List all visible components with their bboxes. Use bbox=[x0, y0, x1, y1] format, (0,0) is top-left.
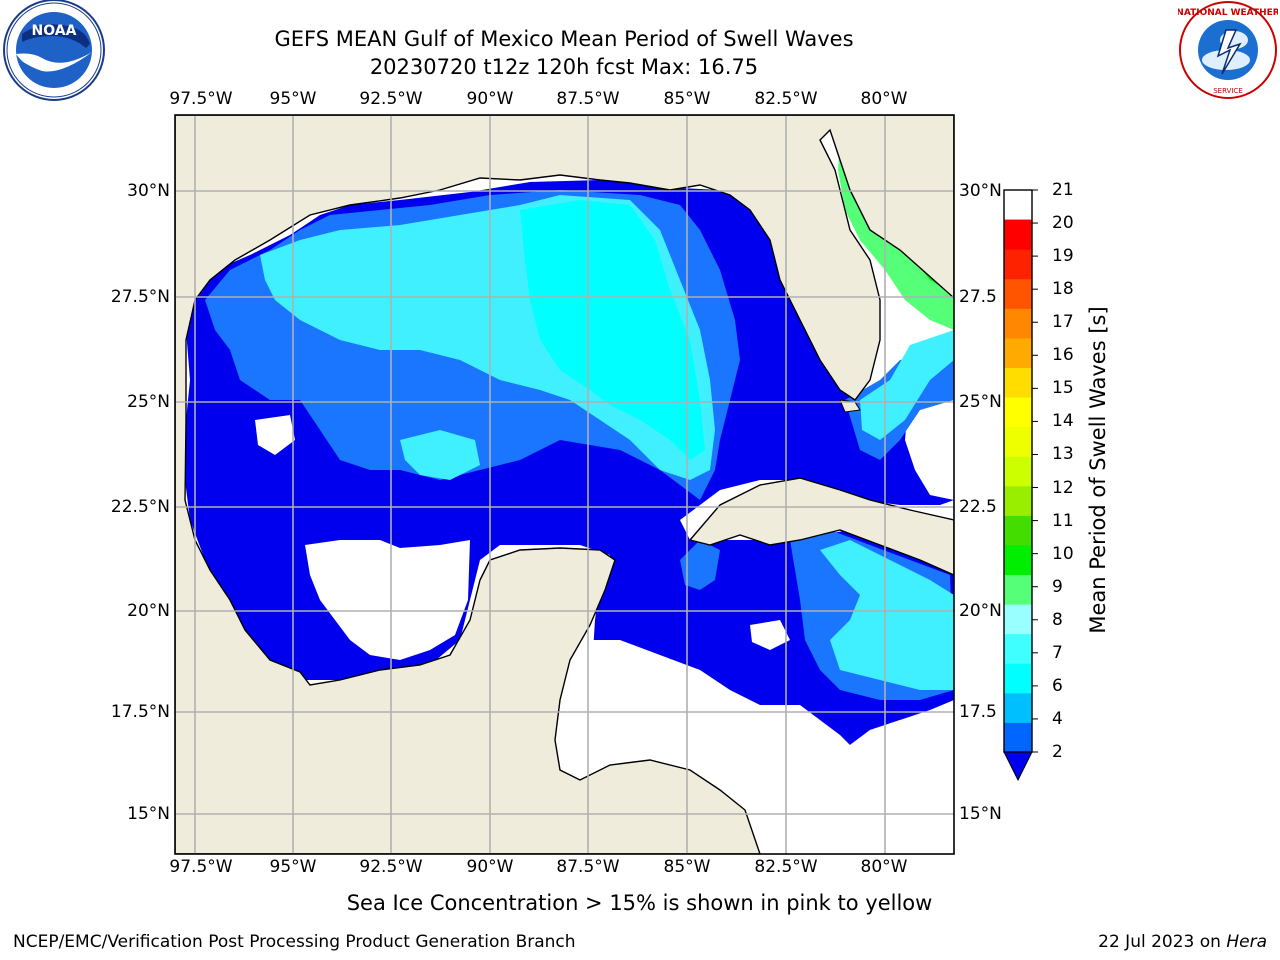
colorbar-tick-label: 9 bbox=[1052, 576, 1063, 597]
lon-label-bottom: 92.5°W bbox=[359, 857, 423, 877]
lat-label-left: 30°N bbox=[127, 181, 170, 201]
lon-label-bottom: 95°W bbox=[269, 857, 317, 877]
lat-label-right: 25°N bbox=[959, 392, 1002, 412]
footer-host: Hera bbox=[1226, 932, 1267, 952]
field-missing bbox=[305, 540, 470, 660]
field-missing bbox=[750, 620, 790, 650]
colorbar-tick-label: 21 bbox=[1052, 180, 1074, 200]
svg-text:NATIONAL WEATHER: NATIONAL WEATHER bbox=[1178, 8, 1278, 18]
lon-label-top: 85°W bbox=[663, 89, 711, 109]
sea-ice-note: Sea Ice Concentration > 15% is shown in … bbox=[346, 891, 933, 915]
lat-label-right: 15°N bbox=[959, 804, 1002, 824]
chart-subtitle: 20230720 t12z 120h fcst Max: 16.75 bbox=[369, 55, 759, 79]
field-missing bbox=[905, 400, 954, 500]
lat-label-left: 27.5°N bbox=[110, 287, 170, 307]
colorbar-segment bbox=[1004, 485, 1032, 516]
map-gridlines bbox=[175, 115, 954, 854]
colorbar-tick-label: 2 bbox=[1052, 742, 1063, 762]
colorbar-segment bbox=[1004, 722, 1032, 753]
colorbar-title: Mean Period of Swell Waves [s] bbox=[1086, 306, 1110, 634]
colorbar-segment bbox=[1004, 574, 1032, 605]
colorbar-segment bbox=[1004, 515, 1032, 546]
colorbar-segment bbox=[1004, 692, 1032, 723]
colorbar-tick-label: 19 bbox=[1052, 246, 1074, 267]
lat-label-left: 20°N bbox=[127, 601, 170, 621]
lon-label-top: 90°W bbox=[466, 89, 514, 109]
lon-label-top: 95°W bbox=[269, 89, 317, 109]
field-6s bbox=[820, 540, 954, 690]
colorbar-segment bbox=[1004, 426, 1032, 457]
lon-label-bottom: 90°W bbox=[466, 857, 514, 877]
colorbar-tick-label: 15 bbox=[1052, 378, 1074, 399]
colorbar bbox=[1003, 189, 1038, 782]
colorbar-outline bbox=[1003, 189, 1033, 753]
land-us-mexico bbox=[175, 115, 954, 854]
colorbar-tick-label: 12 bbox=[1052, 477, 1074, 498]
lat-label-left: 22.5°N bbox=[110, 497, 170, 517]
colorbar-segment bbox=[1004, 604, 1032, 635]
lat-label-right: 17.5 bbox=[959, 702, 997, 722]
colorbar-tick-label: 6 bbox=[1052, 675, 1063, 696]
colorbar-tick-label: 13 bbox=[1052, 444, 1074, 465]
svg-text:SERVICE: SERVICE bbox=[1213, 87, 1243, 95]
lat-label-right: 27.5 bbox=[959, 287, 997, 307]
colorbar-segment bbox=[1004, 456, 1032, 487]
colorbar-segment bbox=[1004, 337, 1032, 368]
colorbar-extend-low bbox=[1003, 751, 1033, 782]
colorbar-segment bbox=[1004, 663, 1032, 694]
footer-credit: NCEP/EMC/Verification Post Processing Pr… bbox=[13, 932, 576, 952]
lon-label-top: 80°W bbox=[860, 89, 908, 109]
colorbar-segment bbox=[1004, 308, 1032, 339]
colorbar-segment bbox=[1004, 397, 1032, 428]
footer-date: 22 Jul 2023 on Hera bbox=[1098, 932, 1267, 952]
footer-date-text: 22 Jul 2023 on bbox=[1098, 932, 1227, 952]
map-frame bbox=[174, 114, 955, 855]
colorbar-segment bbox=[1004, 249, 1032, 280]
field-6s bbox=[400, 430, 480, 480]
colorbar-tick-label: 10 bbox=[1052, 543, 1074, 564]
lat-label-right: 22.5 bbox=[959, 497, 997, 517]
lat-label-left: 17.5°N bbox=[110, 702, 170, 722]
lon-label-top: 97.5°W bbox=[169, 89, 233, 109]
colorbar-tick-label: 17 bbox=[1052, 312, 1074, 333]
lon-label-bottom: 87.5°W bbox=[556, 857, 620, 877]
colorbar-tick-label: 11 bbox=[1052, 510, 1074, 531]
colorbar-tick-label: 8 bbox=[1052, 609, 1063, 630]
colorbar-tick-label: 4 bbox=[1052, 708, 1063, 729]
lat-label-left: 25°N bbox=[127, 392, 170, 412]
field-missing bbox=[255, 415, 295, 455]
colorbar-tick-label: 20 bbox=[1052, 213, 1074, 234]
colorbar-segment bbox=[1004, 219, 1032, 250]
colorbar-tick-label: 7 bbox=[1052, 642, 1063, 663]
field-7s bbox=[520, 200, 705, 460]
noaa-logo: NOAA bbox=[3, 0, 105, 101]
lon-label-bottom: 82.5°W bbox=[754, 857, 818, 877]
colorbar-tick-label: 14 bbox=[1052, 411, 1074, 432]
nws-logo: NATIONAL WEATHER SERVICE bbox=[1178, 1, 1278, 99]
chart-title: GEFS MEAN Gulf of Mexico Mean Period of … bbox=[274, 27, 854, 51]
field-6s bbox=[860, 330, 954, 440]
colorbar-tick-label: 18 bbox=[1052, 279, 1074, 300]
colorbar-tick-label: 16 bbox=[1052, 345, 1074, 366]
lon-label-top: 87.5°W bbox=[556, 89, 620, 109]
field-missing bbox=[560, 640, 954, 854]
lon-label-bottom: 97.5°W bbox=[169, 857, 233, 877]
lon-label-bottom: 80°W bbox=[860, 857, 908, 877]
lat-label-left: 15°N bbox=[127, 804, 170, 824]
lat-label-right: 30°N bbox=[959, 181, 1002, 201]
colorbar-segment bbox=[1004, 278, 1032, 309]
colorbar-segment bbox=[1004, 544, 1032, 576]
lat-label-right: 20°N bbox=[959, 601, 1002, 621]
colorbar-segment bbox=[1004, 367, 1032, 398]
field-4s bbox=[680, 540, 720, 590]
lon-label-top: 92.5°W bbox=[359, 89, 423, 109]
colorbar-segment bbox=[1004, 633, 1032, 664]
lon-label-top: 82.5°W bbox=[754, 89, 818, 109]
lon-label-bottom: 85°W bbox=[663, 857, 711, 877]
svg-text:NOAA: NOAA bbox=[32, 23, 77, 39]
